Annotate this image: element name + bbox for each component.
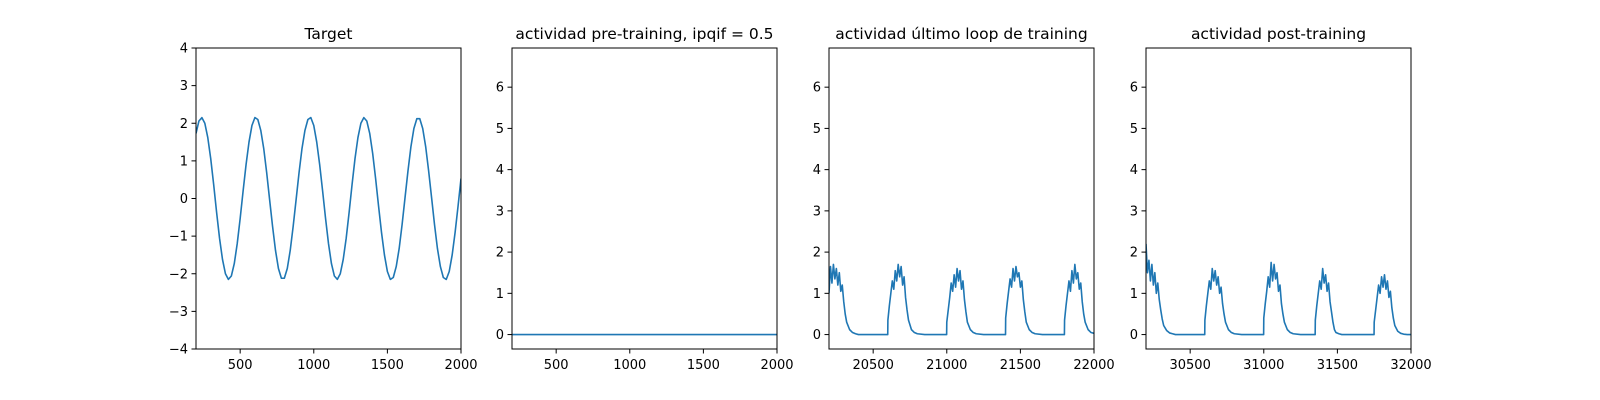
x-tick-label: 1000	[297, 358, 330, 373]
plot-frame	[1145, 47, 1412, 350]
subplot-last-training-loop: actividad último loop de training 20500 2…	[813, 25, 1115, 373]
y-tick-label: 1	[813, 287, 821, 302]
x-tick-label: 21000	[926, 358, 967, 373]
y-tick-label: −1	[169, 230, 188, 245]
y-tick-label: 0	[180, 192, 188, 207]
y-tick-label: 2	[1130, 246, 1138, 261]
y-tick-label: 1	[496, 287, 504, 302]
x-tick-label: 1000	[613, 358, 646, 373]
series-line	[829, 263, 1094, 336]
x-tick-label: 500	[228, 358, 253, 373]
y-tick-label: 3	[496, 204, 504, 219]
subplot-title: Target	[304, 25, 353, 43]
x-tick-label: 1500	[371, 358, 404, 373]
x-tick-label: 2000	[760, 358, 793, 373]
plot-frame	[828, 47, 1095, 350]
y-tick-label: 2	[813, 246, 821, 261]
y-tick-label: 0	[496, 328, 504, 343]
y-tick-label: 3	[180, 79, 188, 94]
x-tick-label: 2000	[444, 358, 477, 373]
y-tick-label: −3	[169, 305, 188, 320]
y-tick-label: 5	[496, 122, 504, 137]
y-tick-label: 3	[813, 204, 821, 219]
x-tick-label: 1500	[687, 358, 720, 373]
y-tick-label: 3	[1130, 204, 1138, 219]
x-tick-label: 21500	[1000, 358, 1041, 373]
subplot-title: actividad último loop de training	[835, 25, 1087, 43]
subplot-title: actividad pre-training, ipqif = 0.5	[515, 25, 773, 43]
y-tick-label: −4	[169, 343, 188, 358]
y-tick-label: 5	[1130, 122, 1138, 137]
y-tick-label: 0	[813, 328, 821, 343]
subplot-pre-training: actividad pre-training, ipqif = 0.5 500 1…	[496, 25, 794, 373]
y-tick-label: 1	[180, 154, 188, 169]
x-tick-label: 22000	[1073, 358, 1114, 373]
subplot-title: actividad post-training	[1191, 25, 1366, 43]
y-tick-label: 2	[496, 246, 504, 261]
y-tick-label: 6	[496, 81, 504, 96]
plot-frame	[511, 47, 778, 350]
y-tick-label: 4	[813, 163, 821, 178]
x-tick-label: 31000	[1243, 358, 1284, 373]
y-tick-label: 4	[180, 42, 188, 57]
x-tick-label: 31500	[1317, 358, 1358, 373]
plot-frame	[195, 47, 462, 350]
y-tick-label: −2	[169, 267, 188, 282]
y-tick-label: 1	[1130, 287, 1138, 302]
y-tick-label: 4	[1130, 163, 1138, 178]
y-tick-label: 5	[813, 122, 821, 137]
y-tick-label: 6	[1130, 81, 1138, 96]
x-tick-label: 30500	[1169, 358, 1210, 373]
series-line	[196, 116, 461, 281]
y-tick-label: 6	[813, 81, 821, 96]
subplot-target: Target 500 1000 1500 2000 −4 −3 −2 −1 0 1 2 3 4	[169, 25, 478, 373]
series-line	[1146, 243, 1411, 336]
y-tick-label: 4	[496, 163, 504, 178]
x-tick-label: 500	[544, 358, 569, 373]
subplot-post-training: actividad post-training 30500 31000 31500 3…	[1130, 25, 1432, 373]
y-tick-label: 2	[180, 117, 188, 132]
x-tick-label: 32000	[1390, 358, 1431, 373]
y-tick-label: 0	[1130, 328, 1138, 343]
x-tick-label: 20500	[852, 358, 893, 373]
